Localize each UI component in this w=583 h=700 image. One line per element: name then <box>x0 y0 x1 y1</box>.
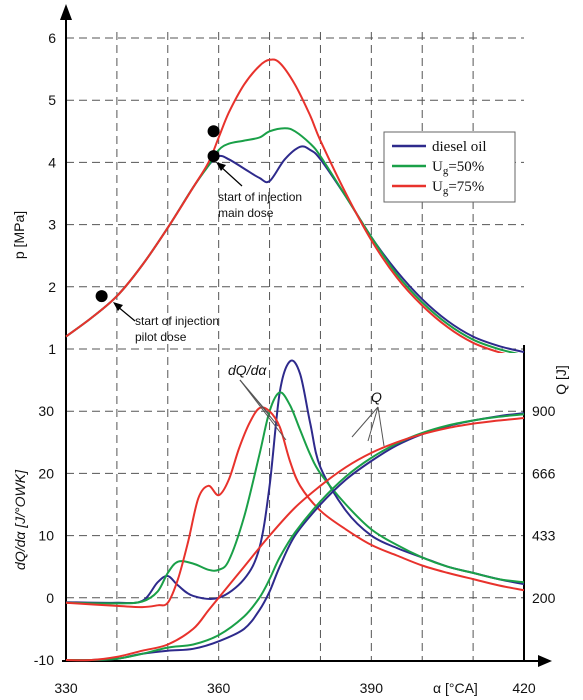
x-tick-label-0: 330 <box>54 680 78 696</box>
event-point-0 <box>95 290 108 303</box>
y2-tick-label-2: 666 <box>532 465 556 481</box>
y2-tick-label-0: 200 <box>532 590 556 606</box>
annotation-main-dose: start of injection main dose <box>216 162 302 220</box>
x-tick-label-1: 360 <box>207 680 231 696</box>
heat-release-line-1 <box>65 391 525 605</box>
annotation-dq-da-pointer-3 <box>239 379 287 441</box>
y2-tick-label-3: 900 <box>532 403 556 419</box>
annotation-q: Q <box>351 389 385 447</box>
tick-labels: 330 360 390 420 1 2 3 4 5 6 -10 0 10 20 30 200 433 666 900 <box>34 30 556 696</box>
heat-release-line-2 <box>65 406 525 609</box>
annotation-pilot-dose-line1: start of injection <box>135 314 219 328</box>
y2-axis-label: Q [J] <box>553 365 569 395</box>
annotation-main-dose-line2: main dose <box>218 206 274 220</box>
x-tick-label-3: 420 <box>512 680 536 696</box>
event-point-1 <box>207 125 220 138</box>
annotation-dq-da-label: dQ/dα <box>228 362 267 378</box>
x-tick-label-2: 390 <box>360 680 384 696</box>
annotation-main-dose-arrowhead-icon <box>216 162 226 171</box>
axes <box>60 4 552 667</box>
x-axis-arrow-icon <box>538 655 552 667</box>
y-tick-label-heat-release-3: 20 <box>38 465 54 481</box>
annotation-pilot-dose: start of injection pilot dose <box>113 302 219 344</box>
y-tick-label-heat-release-1: 0 <box>46 590 54 606</box>
y-tick-label-pressure-3: 4 <box>48 154 56 170</box>
annotation-q-pointer-2 <box>367 406 379 442</box>
annotation-pilot-dose-line2: pilot dose <box>135 330 187 344</box>
y-tick-label-pressure-4: 5 <box>48 92 56 108</box>
y-tick-label-pressure-1: 2 <box>48 279 56 295</box>
annotation-q-pointer-1 <box>351 406 379 438</box>
legend-label-ug50: Ug=50% <box>432 159 484 177</box>
heat-release-line-0 <box>65 359 525 605</box>
y-axis-label-heat-release: dQ/dα [J/°OWK] <box>12 469 28 570</box>
heat-release-line-3 <box>65 412 525 662</box>
annotation-pilot-dose-arrowhead-icon <box>113 302 123 311</box>
y-axis-label-pressure: p [MPa] <box>11 211 27 259</box>
heat-release-line-5 <box>65 417 525 662</box>
annotation-main-dose-arrow <box>219 165 243 187</box>
annotation-q-pointer-3 <box>377 406 385 447</box>
pressure-series <box>65 58 525 353</box>
y-axis-arrow-icon <box>60 4 72 20</box>
event-points <box>95 125 220 303</box>
legend: diesel oil Ug=50% Ug=75% <box>383 131 516 203</box>
y-tick-label-heat-release-4: 30 <box>38 403 54 419</box>
x-axis-label: α [°CA] <box>433 680 478 696</box>
heat-release-line-4 <box>65 413 525 662</box>
y2-tick-label-1: 433 <box>532 528 556 544</box>
legend-label-diesel-oil: diesel oil <box>432 139 487 155</box>
annotation-q-label: Q <box>371 389 382 405</box>
y-tick-label-heat-release-2: 10 <box>38 528 54 544</box>
annotation-dq-da: dQ/dα <box>228 362 287 441</box>
pressure-line-2 <box>65 58 506 353</box>
y-tick-label-pressure-2: 3 <box>48 217 56 233</box>
y-tick-label-heat-release-0: -10 <box>34 652 54 668</box>
y-tick-label-pressure-5: 6 <box>48 30 56 46</box>
heat-release-series <box>65 359 525 662</box>
legend-label-ug75: Ug=75% <box>432 179 484 197</box>
annotation-main-dose-line1: start of injection <box>218 190 302 204</box>
y-tick-label-pressure-0: 1 <box>48 341 56 357</box>
grid <box>66 32 524 661</box>
event-point-2 <box>207 150 220 163</box>
